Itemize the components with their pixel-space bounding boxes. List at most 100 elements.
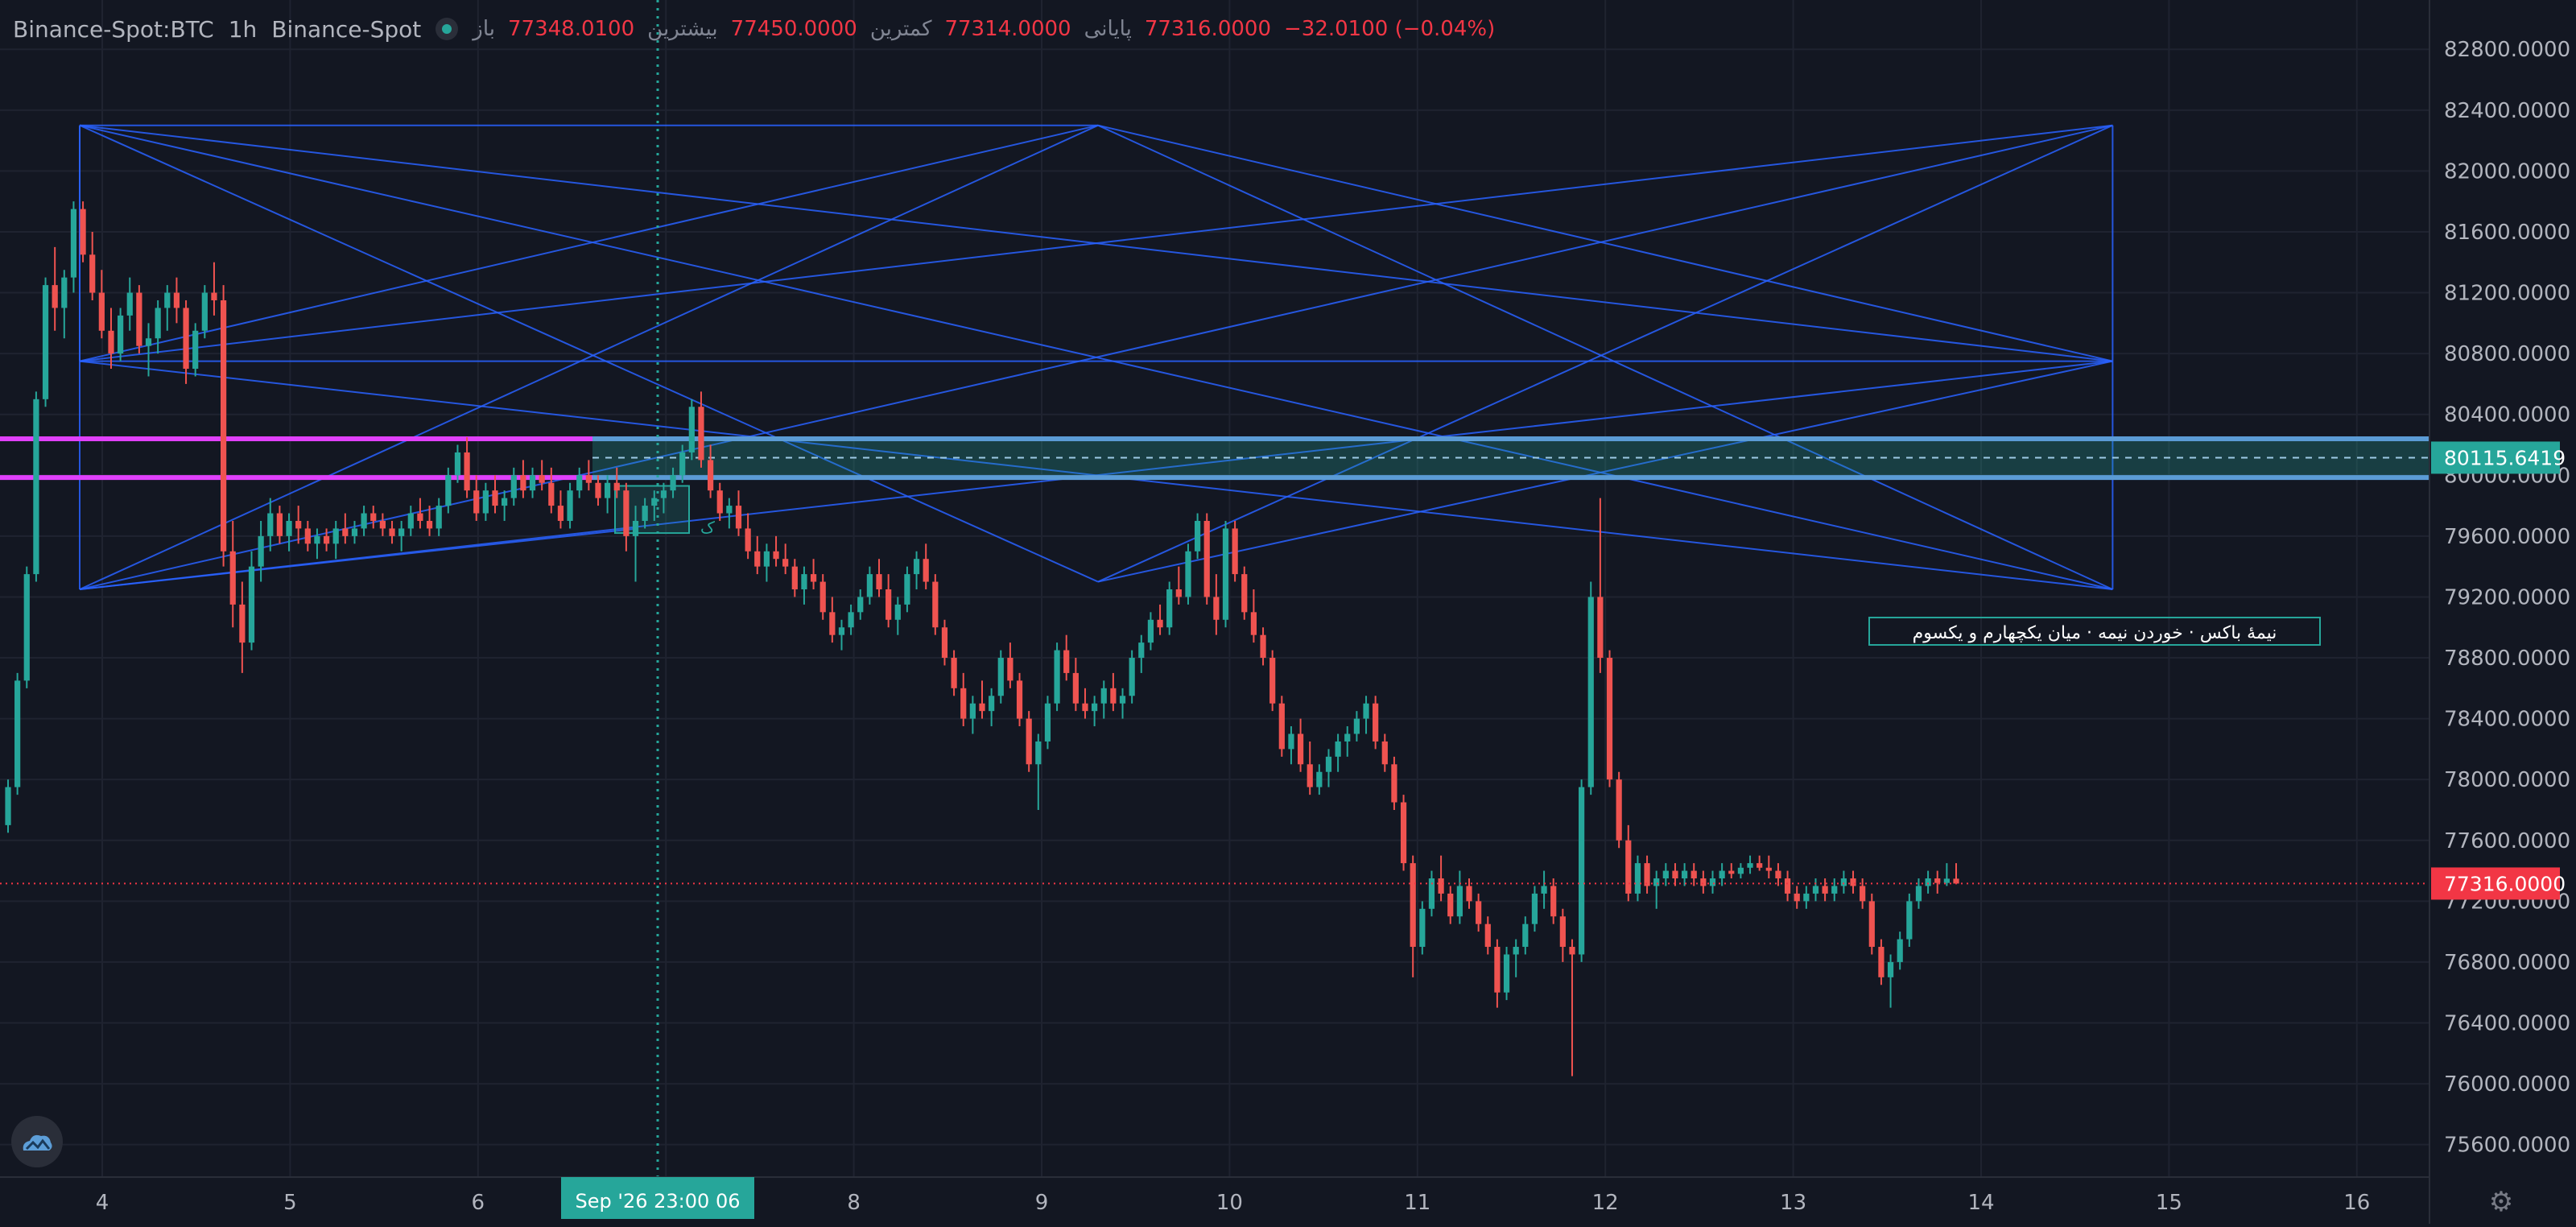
candle[interactable] [1232, 520, 1238, 582]
candle[interactable] [1775, 863, 1781, 886]
candle[interactable] [923, 543, 929, 589]
candle[interactable] [904, 566, 910, 613]
candle[interactable] [1335, 733, 1341, 772]
candle[interactable] [1419, 901, 1426, 955]
candle[interactable] [1709, 870, 1716, 894]
candle[interactable] [1175, 566, 1182, 605]
candle[interactable] [1728, 863, 1735, 878]
candle[interactable] [1466, 878, 1472, 909]
pattern-line[interactable] [79, 124, 1099, 583]
candle[interactable] [314, 528, 320, 560]
candle[interactable] [642, 498, 648, 529]
candle[interactable] [229, 520, 236, 628]
candle[interactable] [482, 482, 489, 521]
candle[interactable] [829, 597, 836, 643]
candle[interactable] [1765, 855, 1772, 878]
candle[interactable] [201, 285, 208, 339]
candle[interactable] [773, 535, 779, 567]
candle[interactable] [605, 475, 611, 514]
candle[interactable] [379, 513, 386, 536]
candle[interactable] [1934, 870, 1941, 894]
candle[interactable] [1129, 650, 1135, 704]
candle[interactable] [14, 672, 21, 795]
legend-symbol[interactable]: Binance-Spot:BTC [13, 15, 214, 43]
candle[interactable] [1082, 688, 1088, 719]
candle[interactable] [98, 270, 105, 339]
candle[interactable] [389, 520, 395, 544]
candle[interactable] [1868, 893, 1875, 955]
pattern-line[interactable] [79, 527, 638, 590]
candle[interactable] [33, 391, 39, 582]
candle[interactable] [1476, 893, 1482, 932]
candle[interactable] [1953, 863, 1959, 884]
candle[interactable] [1410, 855, 1416, 977]
candle[interactable] [464, 437, 470, 498]
candle[interactable] [1092, 696, 1098, 727]
candle[interactable] [164, 285, 171, 331]
candle[interactable] [735, 490, 742, 536]
candle[interactable] [1719, 863, 1725, 886]
candle[interactable] [1007, 642, 1013, 688]
candle[interactable] [211, 262, 217, 316]
candle[interactable] [126, 277, 133, 331]
candle[interactable] [1438, 855, 1444, 902]
candle[interactable] [1185, 543, 1191, 605]
candle[interactable] [801, 566, 807, 605]
candle[interactable] [1747, 855, 1753, 874]
candle[interactable] [857, 589, 864, 620]
candle[interactable] [248, 551, 255, 651]
candle[interactable] [436, 498, 442, 536]
candle[interactable] [1653, 870, 1660, 909]
pattern-line[interactable] [1097, 360, 2113, 583]
candle[interactable] [332, 520, 339, 560]
candle[interactable] [989, 688, 995, 727]
candle[interactable] [539, 460, 545, 491]
candle[interactable] [1812, 878, 1819, 902]
candle[interactable] [1016, 672, 1023, 727]
candle[interactable] [1579, 779, 1585, 962]
candle[interactable] [1831, 878, 1838, 902]
candle[interactable] [1803, 886, 1810, 909]
candle[interactable] [1100, 680, 1107, 719]
candle[interactable] [1672, 863, 1678, 886]
candle[interactable] [1241, 566, 1248, 620]
candle[interactable] [61, 270, 68, 339]
candle[interactable] [1260, 627, 1266, 666]
candle[interactable] [1203, 513, 1210, 605]
candle[interactable] [155, 300, 161, 354]
candle[interactable] [1822, 878, 1828, 902]
candle[interactable] [1325, 749, 1332, 787]
candle[interactable] [89, 231, 96, 300]
candle[interactable] [997, 650, 1004, 704]
candle[interactable] [1860, 878, 1866, 909]
candle[interactable] [1531, 886, 1538, 932]
candle[interactable] [1681, 863, 1688, 886]
candle[interactable] [782, 543, 789, 575]
candle[interactable] [1456, 870, 1463, 924]
candle[interactable] [1035, 733, 1042, 810]
candle[interactable] [370, 506, 377, 529]
candle[interactable] [716, 482, 723, 521]
candle[interactable] [1494, 939, 1501, 1008]
annotation-box[interactable] [1868, 617, 2321, 647]
candle[interactable] [1887, 954, 1894, 1008]
candle[interactable] [1269, 650, 1276, 712]
candle[interactable] [80, 201, 86, 262]
candle[interactable] [1541, 870, 1547, 909]
candle[interactable] [1878, 939, 1885, 985]
candle[interactable] [1157, 604, 1163, 635]
candle[interactable] [276, 506, 283, 544]
candle[interactable] [894, 597, 901, 635]
candle[interactable] [1194, 513, 1201, 560]
candle[interactable] [145, 323, 152, 377]
candle[interactable] [791, 559, 798, 597]
candle[interactable] [848, 604, 854, 635]
candle[interactable] [1616, 771, 1622, 849]
pattern-line[interactable] [1097, 124, 2113, 583]
candle[interactable] [941, 619, 948, 666]
candle[interactable] [510, 467, 517, 506]
pattern-line[interactable] [79, 124, 2113, 590]
candle[interactable] [595, 475, 601, 506]
candle[interactable] [23, 566, 30, 688]
